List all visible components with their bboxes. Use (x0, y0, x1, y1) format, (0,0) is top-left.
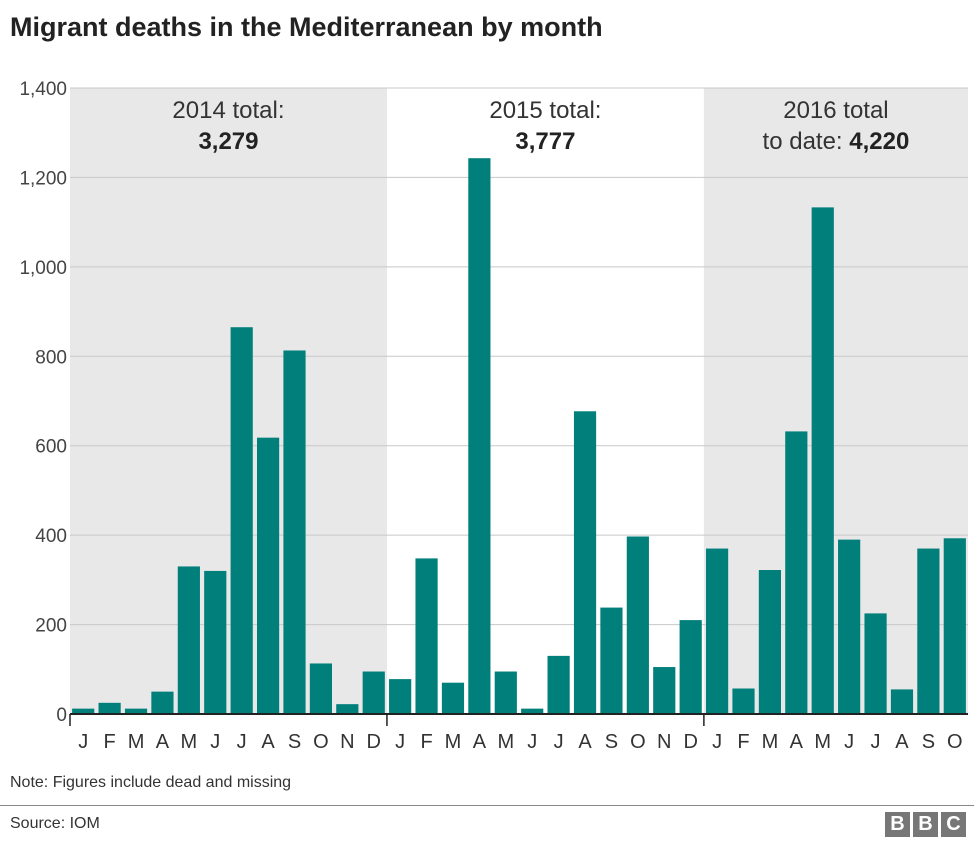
bar (124, 708, 148, 714)
bar (521, 708, 544, 714)
x-tick-label: M (445, 731, 462, 753)
y-tick-label: 800 (35, 347, 67, 368)
x-tick-label: J (844, 731, 854, 753)
bar (653, 667, 676, 714)
bar (494, 671, 517, 714)
bar (389, 679, 412, 714)
x-tick-label: S (288, 731, 301, 753)
x-tick-label: F (104, 731, 116, 753)
x-tick-label: J (871, 731, 881, 753)
bar (679, 620, 702, 714)
bar (864, 613, 887, 714)
x-tick-label: A (895, 731, 909, 753)
x-tick-label: A (156, 731, 170, 753)
y-tick-label: 200 (35, 616, 67, 637)
x-tick-label: M (497, 731, 514, 753)
y-tick-label: 400 (35, 526, 67, 547)
x-tick-label: A (578, 731, 592, 753)
x-tick-label: A (790, 731, 804, 753)
bar (336, 704, 359, 714)
bar (838, 539, 861, 714)
y-tick-label: 0 (56, 705, 67, 726)
bar (283, 350, 306, 714)
y-tick-label: 600 (35, 437, 67, 458)
x-tick-label: M (814, 731, 831, 753)
x-tick-label: F (737, 731, 749, 753)
annotation-total: 3,279 (198, 128, 258, 155)
bar (362, 671, 385, 714)
bar (785, 431, 808, 714)
band-2014 (70, 88, 387, 714)
bar (177, 566, 200, 714)
source: Source: IOM (10, 815, 100, 832)
bar (151, 691, 174, 714)
x-tick-label: D (683, 731, 697, 753)
x-tick-label: D (367, 731, 381, 753)
x-tick-label: M (762, 731, 779, 753)
bar (230, 327, 253, 714)
y-tick-label: 1,400 (19, 79, 67, 100)
bar (732, 688, 755, 714)
x-tick-label: O (630, 731, 646, 753)
bar (811, 207, 834, 714)
x-tick-label: O (947, 731, 963, 753)
bar (468, 158, 491, 715)
x-tick-label: O (313, 731, 329, 753)
x-tick-label: N (657, 731, 671, 753)
x-tick-label: J (554, 731, 564, 753)
x-tick-label: A (261, 731, 275, 753)
bar (943, 538, 966, 714)
bar (256, 437, 280, 714)
bar (626, 536, 649, 714)
bar (917, 548, 940, 714)
y-tick-label: 1,000 (19, 258, 67, 279)
x-tick-label: J (210, 731, 220, 753)
bar (758, 570, 782, 714)
x-tick-label: A (473, 731, 487, 753)
bar (890, 689, 914, 714)
bar (705, 548, 729, 714)
bar (547, 655, 570, 714)
x-tick-label: F (420, 731, 432, 753)
annotation-total: to date: 4,220 (763, 128, 910, 155)
bar (72, 708, 95, 714)
note: Note: Figures include dead and missing (10, 774, 292, 791)
x-tick-label: S (922, 731, 935, 753)
annotation-label: 2016 total (783, 97, 888, 124)
bar (204, 570, 227, 714)
x-tick-label: M (181, 731, 198, 753)
y-tick-label: 1,200 (19, 168, 67, 189)
bar (98, 702, 121, 714)
annotation-label: 2015 total: (489, 97, 601, 124)
chart-title: Migrant deaths in the Mediterranean by m… (10, 12, 603, 42)
bar (573, 411, 597, 714)
divider (0, 805, 974, 806)
bar (600, 607, 623, 714)
x-tick-label: J (237, 731, 247, 753)
bar (309, 663, 333, 714)
annotation-label: 2014 total: (172, 97, 284, 124)
x-tick-label: M (128, 731, 145, 753)
bar (441, 682, 465, 714)
x-tick-label: J (527, 731, 537, 753)
x-tick-label: J (395, 731, 405, 753)
x-tick-label: J (78, 731, 88, 753)
bar (415, 558, 438, 714)
x-tick-label: S (605, 731, 618, 753)
annotation-total: 3,777 (515, 128, 575, 155)
x-tick-label: N (340, 731, 354, 753)
x-tick-label: J (712, 731, 722, 753)
